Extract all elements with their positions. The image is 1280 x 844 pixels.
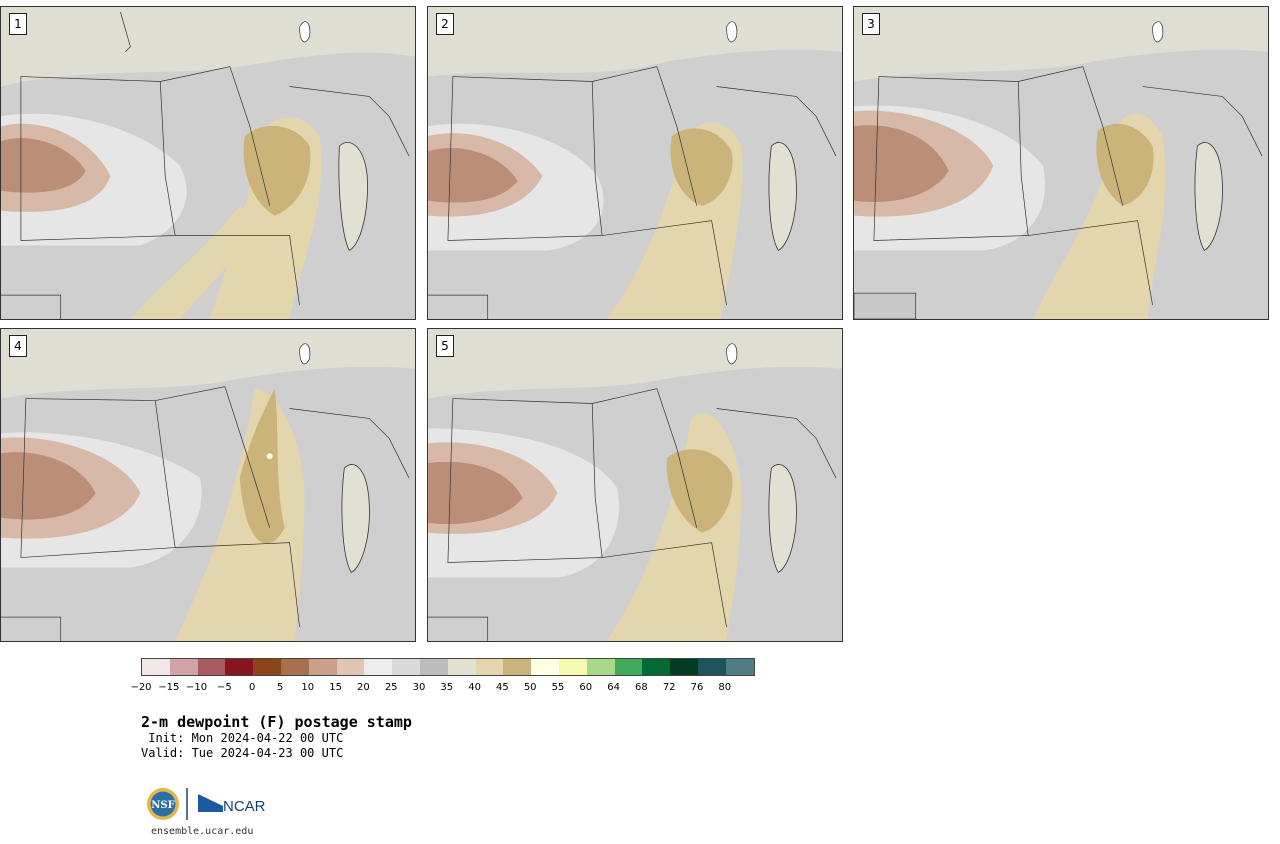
colorbar-swatch: [614, 659, 643, 675]
map-panel-3: 3: [853, 6, 1269, 320]
panel-number: 2: [436, 13, 454, 35]
colorbar-swatch: [697, 659, 726, 675]
colorbar-swatch: [225, 659, 254, 675]
nsf-logo: NSF: [147, 788, 179, 820]
panel-number: 5: [436, 335, 454, 357]
colorbar-swatch: [670, 659, 698, 675]
colorbar-tick-label: 76: [690, 682, 704, 693]
colorbar-swatch: [392, 659, 420, 675]
sponsor-logos: NSF NCAR: [147, 788, 266, 820]
colorbar-tick-label: 45: [496, 682, 509, 693]
map-panel-1: 1: [0, 6, 416, 320]
colorbar-tick-label: −20: [130, 682, 152, 693]
colorbar-tick-label: 25: [384, 682, 398, 693]
colorbar-swatch: [142, 659, 170, 675]
colorbar-tick-label: 20: [357, 682, 370, 693]
colorbar-swatch: [586, 659, 615, 675]
colorbar: [141, 658, 755, 676]
colorbar-swatch: [642, 659, 671, 675]
colorbar-swatch: [280, 659, 309, 675]
chart-title: 2-m dewpoint (F) postage stamp: [141, 713, 412, 731]
panel-number: 3: [862, 13, 880, 35]
colorbar-tick-label: 10: [301, 682, 315, 693]
colorbar-tick-label: 80: [718, 682, 732, 693]
dewpoint-map: [1, 7, 415, 319]
dewpoint-map: [1, 329, 415, 641]
colorbar-tick-label: 40: [468, 682, 481, 693]
colorbar-ticks: −20 −15 −10 −5 0 5 10 15 20 25 30 35 40 45 50 55 60 64 68 7…: [130, 682, 761, 696]
site-url[interactable]: ensemble.ucar.edu: [151, 826, 254, 837]
map-panel-5: 5: [427, 328, 843, 642]
colorbar-swatch: [197, 659, 226, 675]
nsf-logo-text: NSF: [151, 800, 174, 811]
colorbar-tick-label: 68: [635, 682, 648, 693]
panel-number: 4: [9, 335, 27, 357]
colorbar-swatch: [725, 659, 754, 675]
colorbar-swatch: [364, 659, 393, 675]
colorbar-tick-label: −15: [158, 682, 180, 693]
colorbar-tick-label: 35: [440, 682, 454, 693]
map-panel-2: 2: [427, 6, 843, 320]
colorbar-tick-label: 15: [329, 682, 342, 693]
dewpoint-map: [854, 7, 1268, 319]
colorbar-swatch: [558, 659, 587, 675]
colorbar-swatch: [447, 659, 476, 675]
colorbar-tick-label: 64: [607, 682, 620, 693]
colorbar-tick-label: 50: [523, 682, 537, 693]
colorbar-swatch: [503, 659, 532, 675]
colorbar-tick-label: −10: [186, 682, 208, 693]
valid-time: Valid: Tue 2024-04-23 00 UTC: [141, 746, 344, 760]
colorbar-tick-label: 5: [276, 682, 284, 693]
colorbar-swatch: [169, 659, 198, 675]
colorbar-swatch: [308, 659, 337, 675]
panel-number: 1: [9, 13, 27, 35]
colorbar-swatch: [531, 659, 559, 675]
colorbar-swatch: [253, 659, 281, 675]
ncar-logo-text: NCAR: [223, 798, 266, 815]
colorbar-swatch: [336, 659, 365, 675]
colorbar-swatch: [419, 659, 448, 675]
dewpoint-map: [428, 7, 842, 319]
dewpoint-map: [428, 329, 842, 641]
colorbar-tick-label: 30: [412, 682, 426, 693]
init-time: Init: Mon 2024-04-22 00 UTC: [141, 731, 344, 745]
ncar-logo: NCAR: [198, 794, 266, 815]
colorbar-tick-label: −5: [217, 682, 232, 693]
colorbar-tick-label: 72: [662, 682, 676, 693]
colorbar-tick-label: 0: [249, 682, 256, 693]
map-panel-4: 4: [0, 328, 416, 642]
colorbar-swatch: [475, 659, 504, 675]
colorbar-tick-label: 60: [579, 682, 593, 693]
colorbar-tick-label: 55: [551, 682, 565, 693]
